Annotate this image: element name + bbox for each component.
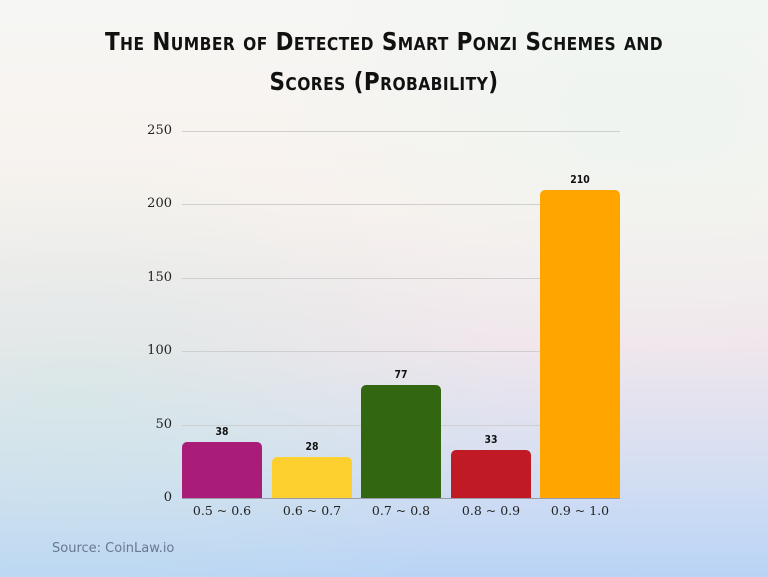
x-axis-tick-label: 0.5 ~ 0.6	[192, 503, 252, 518]
gridline	[182, 131, 620, 132]
x-axis-tick-label: 0.8 ~ 0.9	[461, 503, 521, 518]
chart-title-line-1: The Number of Detected Smart Ponzi Schem…	[104, 27, 664, 56]
y-axis-tick-label: 250	[147, 123, 172, 138]
y-axis-tick-label: 100	[147, 343, 172, 358]
gridline	[182, 278, 620, 279]
bar-value-label: 28	[305, 440, 319, 453]
y-axis-tick-label: 200	[147, 196, 172, 211]
x-axis-tick-label: 0.9 ~ 1.0	[550, 503, 610, 518]
bar-1	[182, 442, 262, 498]
bar-3	[361, 385, 441, 498]
bar-4	[451, 450, 531, 498]
y-axis-tick-label: 50	[155, 417, 172, 432]
bar-value-label: 210	[570, 173, 590, 186]
chart-title: The Number of Detected Smart Ponzi Schem…	[54, 22, 714, 102]
gridline	[182, 351, 620, 352]
x-axis-tick-label: 0.6 ~ 0.7	[282, 503, 342, 518]
y-axis-tick-label: 0	[163, 490, 172, 505]
bar-value-label: 38	[215, 425, 229, 438]
bar-value-label: 77	[394, 368, 408, 381]
bar-5	[540, 190, 620, 498]
x-axis-tick-label: 0.7 ~ 0.8	[371, 503, 431, 518]
y-axis-tick-label: 150	[147, 270, 172, 285]
x-axis-baseline	[182, 498, 620, 499]
bar-2	[272, 457, 352, 498]
chart-title-line-2: Scores (Probability)	[269, 67, 499, 96]
gridline	[182, 204, 620, 205]
source-caption: Source: CoinLaw.io	[52, 541, 175, 556]
bar-value-label: 33	[484, 433, 498, 446]
